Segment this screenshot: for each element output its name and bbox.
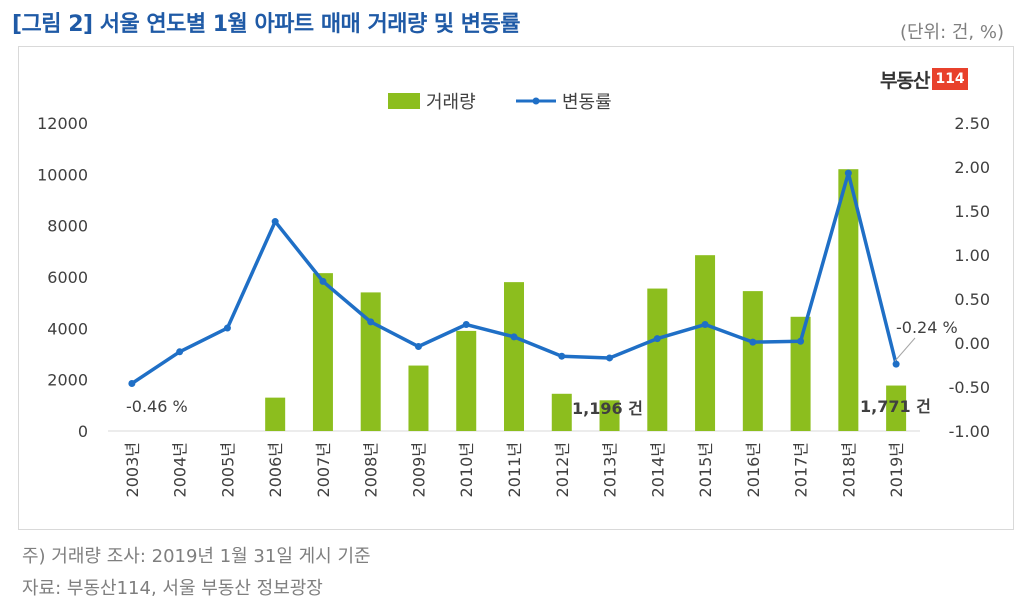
logo-number: 114	[932, 68, 968, 90]
chart-frame	[18, 46, 1014, 530]
rate-point-2017년	[797, 337, 805, 345]
bar-2017년	[790, 316, 811, 431]
rate-point-2006년	[271, 218, 279, 226]
annotation-2019-leader	[894, 337, 916, 362]
y-axis-left: 0 2000 4000 6000 8000 10000 12000	[37, 114, 88, 441]
bar-series	[265, 169, 907, 431]
x-tick-2010년: 2010년	[457, 442, 476, 497]
legend-swatch-marker	[532, 97, 540, 105]
rate-point-2005년	[223, 324, 231, 332]
rate-point-2009년	[414, 343, 422, 351]
rate-point-2008년	[367, 318, 375, 326]
y-right-tick: 2.00	[954, 158, 990, 177]
x-tick-2009년: 2009년	[409, 442, 428, 497]
x-tick-2011년: 2011년	[505, 442, 524, 497]
y-right-tick: 1.50	[954, 202, 990, 221]
bar-2013년	[599, 400, 620, 431]
x-tick-2017년: 2017년	[792, 442, 811, 497]
rate-point-2013년	[606, 354, 614, 362]
legend-label-line: 변동률	[562, 92, 612, 113]
legend-swatch-bar	[388, 93, 420, 109]
bar-2006년	[265, 397, 286, 431]
note-survey: 주) 거래량 조사: 2019년 1월 31일 게시 기준	[22, 546, 371, 567]
unit-label: (단위: 건, %)	[899, 22, 1004, 43]
bar-2018년	[838, 169, 859, 431]
bar-2010년	[456, 330, 477, 431]
y-left-tick: 10000	[37, 165, 88, 184]
y-left-tick: 8000	[47, 217, 88, 236]
bar-2014년	[647, 288, 668, 431]
rate-point-2015년	[701, 321, 709, 329]
y-right-tick: 0.50	[954, 290, 990, 309]
bar-2016년	[742, 291, 763, 431]
y-right-tick: -1.00	[949, 422, 990, 441]
bar-2012년	[551, 393, 572, 431]
x-tick-2012년: 2012년	[553, 442, 572, 497]
x-tick-2019년: 2019년	[887, 442, 906, 497]
y-left-tick: 0	[78, 422, 88, 441]
x-tick-2018년: 2018년	[839, 442, 858, 497]
y-right-tick: 0.00	[954, 334, 990, 353]
bar-2007년	[312, 273, 333, 431]
y-right-tick: -0.50	[949, 378, 990, 397]
y-left-tick: 6000	[47, 268, 88, 287]
annotation-2019-volume: 1,771 건	[860, 397, 931, 416]
x-tick-2003년: 2003년	[123, 442, 142, 497]
legend-label-bar: 거래량	[426, 92, 476, 113]
x-tick-2007년: 2007년	[314, 442, 333, 497]
x-tick-2016년: 2016년	[744, 442, 763, 497]
annotation-2019-rate: -0.24 %	[896, 318, 958, 337]
x-tick-2014년: 2014년	[648, 442, 667, 497]
x-tick-2006년: 2006년	[266, 442, 285, 497]
bar-2015년	[695, 255, 716, 431]
rate-point-2012년	[558, 352, 566, 360]
y-axis-right: -1.00 -0.50 0.00 0.50 1.00 1.50 2.00 2.50	[949, 114, 990, 441]
bar-2008년	[360, 292, 381, 431]
annotations: -0.46 % 1,196 건 -0.24 % 1,771 건	[126, 318, 958, 418]
rate-point-2007년	[319, 277, 327, 285]
bar-2019년	[886, 385, 907, 431]
legend: 거래량 변동률	[388, 92, 612, 113]
annotation-2003: -0.46 %	[126, 397, 188, 416]
rate-point-2018년	[844, 169, 852, 177]
x-tick-2008년: 2008년	[362, 442, 381, 497]
annotation-2013: 1,196 건	[572, 399, 643, 418]
chart-svg: 거래량 변동률 0 2000 4000 6000 8000 10000 12000 -1.0…	[37, 92, 990, 497]
line-series	[128, 169, 900, 387]
x-tick-2005년: 2005년	[218, 442, 237, 497]
note-source: 자료: 부동산114, 서울 부동산 정보광장	[22, 578, 323, 599]
x-axis-labels: 2003년 2004년 2005년 2006년 2007년 2008년 2009년 2010년…	[123, 442, 906, 497]
rate-point-2019년	[892, 360, 900, 368]
x-tick-2013년: 2013년	[601, 442, 620, 497]
chart-title: [그림 2] 서울 연도별 1월 아파트 매매 거래량 및 변동률	[12, 12, 520, 37]
rate-point-2004년	[176, 348, 184, 356]
y-left-tick: 2000	[47, 371, 88, 390]
rate-point-2003년	[128, 379, 136, 387]
logo: 부동산 114	[880, 66, 968, 92]
rate-point-2014년	[653, 335, 661, 343]
rate-point-2016년	[749, 338, 757, 346]
y-left-tick: 12000	[37, 114, 88, 133]
y-right-tick: 2.50	[954, 114, 990, 133]
rate-point-2011년	[510, 333, 518, 341]
bar-2009년	[408, 365, 429, 431]
x-tick-2015년: 2015년	[696, 442, 715, 497]
bar-2011년	[504, 282, 524, 431]
rate-point-2010년	[462, 321, 470, 329]
y-right-tick: 1.00	[954, 246, 990, 265]
x-tick-2004년: 2004년	[171, 442, 190, 497]
logo-text: 부동산	[880, 69, 930, 92]
y-left-tick: 4000	[47, 319, 88, 338]
